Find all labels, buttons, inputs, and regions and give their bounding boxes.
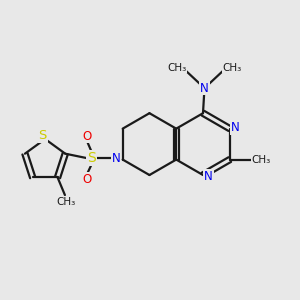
Text: S: S: [39, 129, 47, 142]
Text: CH₃: CH₃: [57, 196, 76, 206]
Text: N: N: [112, 152, 121, 165]
Text: S: S: [87, 151, 96, 165]
Text: CH₃: CH₃: [252, 154, 271, 165]
Text: O: O: [83, 130, 92, 142]
Text: N: N: [200, 82, 209, 95]
Text: O: O: [83, 173, 92, 186]
Text: N: N: [204, 170, 213, 183]
Text: CH₃: CH₃: [223, 63, 242, 73]
Text: CH₃: CH₃: [167, 63, 186, 73]
Text: N: N: [231, 121, 239, 134]
